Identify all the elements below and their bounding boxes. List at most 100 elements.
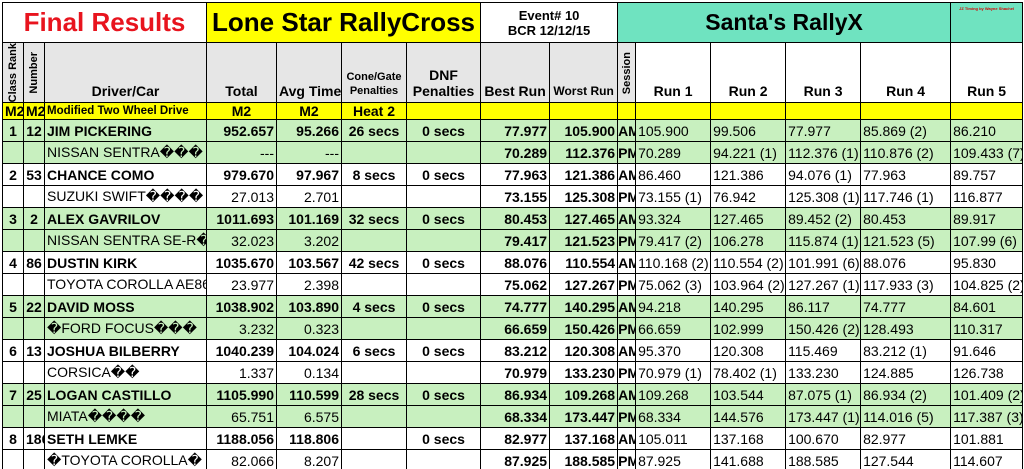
run-5-time: 116.877: [950, 185, 1024, 209]
run-2-time: 106.278: [710, 229, 787, 253]
table-row: �TOYOTA COROLLA� 82.066 8.207 87.925 188.585…: [2, 449, 1024, 469]
header-dnf-penalties: DNF Penalties: [405, 41, 482, 104]
blank-cell: [2, 317, 24, 341]
table-row: MIATA����65.7516.57568.334173.447PM68.33…: [2, 405, 1024, 429]
run-5-time: 117.387 (3): [950, 405, 1024, 429]
run-1-time: 68.334: [635, 405, 712, 429]
blank-cell: [341, 273, 407, 297]
worst-run: 133.230: [549, 361, 619, 385]
blank-cell: [2, 273, 24, 297]
run-1-time: 86.460: [635, 163, 712, 187]
header-number: Number: [23, 41, 45, 104]
run-5-time: 86.210: [950, 119, 1024, 143]
avg-diff: 2.701: [276, 185, 342, 209]
heat-label: Heat 2: [341, 102, 407, 121]
blank-cell: [341, 317, 407, 341]
class-name: Modified Two Wheel Drive: [44, 102, 207, 121]
class-rank: 7: [2, 383, 24, 407]
total-diff: 1.337: [206, 361, 277, 385]
driver-name: JOSHUA BILBERRY: [44, 339, 207, 363]
header-worst-run: Worst Run: [549, 41, 619, 104]
run-3-time: 86.117: [785, 295, 862, 319]
class-rank: 5: [2, 295, 24, 319]
run-1-time: 105.900: [635, 119, 712, 143]
car-model: CORSICA��: [44, 361, 207, 385]
best-run: 77.963: [480, 163, 551, 187]
avg-time: 103.890: [276, 295, 342, 319]
blank-cell: [405, 449, 482, 469]
blank-cell: [23, 273, 45, 297]
run-2-time: 140.295: [710, 295, 787, 319]
event-name-title: Santa's RallyX: [617, 2, 952, 43]
run-5-time: 101.409 (2): [950, 383, 1024, 407]
dnf-penalty: 0 secs: [405, 163, 482, 187]
avg-diff: 2.398: [276, 273, 342, 297]
run-5-time: 104.825 (2): [950, 273, 1024, 297]
run-5-time: 126.738: [950, 361, 1024, 385]
total-time: 1040.239: [206, 339, 277, 363]
dnf-penalty: 0 secs: [405, 339, 482, 363]
dnf-penalty: 0 secs: [405, 251, 482, 275]
run-2-time: 78.402 (1): [710, 361, 787, 385]
run-3-time: 87.075 (1): [785, 383, 862, 407]
title-row: Final Results Lone Star RallyCross Event…: [2, 2, 1024, 43]
run-3-time: 94.076 (1): [785, 163, 862, 187]
avg-time: 118.806: [276, 427, 342, 451]
session-label: PM: [617, 405, 637, 429]
run-5-time: 110.317: [950, 317, 1024, 341]
run-4-time: 82.977: [860, 427, 952, 451]
total-diff: 3.232: [206, 317, 277, 341]
run-5-time: 89.917: [950, 207, 1024, 231]
total-time: 952.657: [206, 119, 277, 143]
run-4-time: 77.963: [860, 163, 952, 187]
best-run: 80.453: [480, 207, 551, 231]
worst-run: 121.386: [549, 163, 619, 187]
blank-cell: [341, 141, 407, 165]
avg-diff: 0.323: [276, 317, 342, 341]
blank-cell: [23, 405, 45, 429]
best-run: 68.334: [480, 405, 551, 429]
run-5-time: 114.607: [950, 449, 1024, 469]
avg-diff: 0.134: [276, 361, 342, 385]
total-diff: 32.023: [206, 229, 277, 253]
class-row: M2 M2 Modified Two Wheel Drive M2 M2 Hea…: [2, 102, 1024, 121]
car-number: 12: [23, 119, 45, 143]
header-run-2: Run 2: [710, 41, 787, 104]
worst-run: 173.447: [549, 405, 619, 429]
car-number: 25: [23, 383, 45, 407]
run-2-time: 141.688: [710, 449, 787, 469]
worst-run: 121.523: [549, 229, 619, 253]
run-2-time: 103.964 (2): [710, 273, 787, 297]
total-time: 1188.056: [206, 427, 277, 451]
header-run-4: Run 4: [860, 41, 952, 104]
table-row: 6 13 JOSHUA BILBERRY 1040.239 104.024 6 secs 0…: [2, 339, 1024, 363]
dnf-penalty: 0 secs: [405, 295, 482, 319]
table-row: NISSAN SENTRA���------70.289112.376PM70.…: [2, 141, 1024, 165]
run-2-time: 120.308: [710, 339, 787, 363]
session-label: AM: [617, 119, 637, 143]
run-4-time: 88.076: [860, 251, 952, 275]
blank-cell: [23, 361, 45, 385]
run-1-time: 94.218: [635, 295, 712, 319]
best-run: 83.212: [480, 339, 551, 363]
run-4-time: 110.876 (2): [860, 141, 952, 165]
best-run: 88.076: [480, 251, 551, 275]
cone-penalty: 4 secs: [341, 295, 407, 319]
run-3-time: 100.670: [785, 427, 862, 451]
worst-run: 140.295: [549, 295, 619, 319]
table-row: 7 25 LOGAN CASTILLO 1105.990 110.599 28 secs 0…: [2, 383, 1024, 407]
cone-penalty: 28 secs: [341, 383, 407, 407]
class-rank: 3: [2, 207, 24, 231]
header-cone-gate-penalties: Cone/Gate Penalties: [341, 41, 407, 104]
worst-run: 110.554: [549, 251, 619, 275]
run-1-time: 73.155 (1): [635, 185, 712, 209]
dnf-penalty: 0 secs: [405, 427, 482, 451]
session-label: AM: [617, 295, 637, 319]
car-number: 186: [23, 427, 45, 451]
event-date: BCR 12/12/15: [507, 22, 591, 38]
car-number: 86: [23, 251, 45, 275]
blank-cell: [23, 141, 45, 165]
cone-penalty: 42 secs: [341, 251, 407, 275]
